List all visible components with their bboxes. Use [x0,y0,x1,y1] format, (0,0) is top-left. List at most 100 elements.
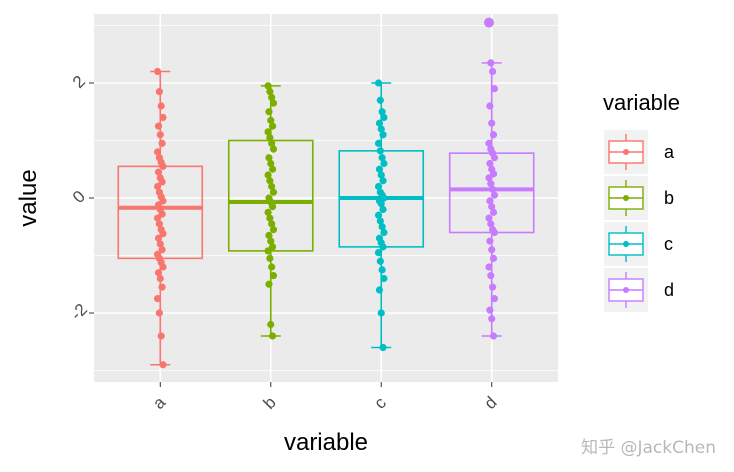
point-b [264,208,272,216]
x-axis: a b c d [149,382,501,413]
point-a [155,220,163,228]
point-c [379,343,387,352]
point-a [158,283,166,291]
point-b [269,272,278,280]
point-d [488,246,496,254]
point-b [266,88,274,96]
point-c [377,171,385,179]
point-a [157,102,165,110]
point-b [267,116,275,124]
legend-item-d: d [604,268,674,312]
point-b [266,254,274,262]
point-c [376,96,384,104]
point-b [264,247,272,255]
legend-item-b: b [604,176,674,220]
point-b [267,320,275,329]
point-d [486,237,494,245]
point-a [158,246,166,254]
point-d [490,295,499,303]
point-d [488,315,496,323]
point-b [264,128,272,136]
legend-item-a: a [604,130,675,174]
y-tick-label: 0 [69,187,89,207]
point-d [489,332,498,340]
point-b [268,263,276,271]
point-a [156,240,164,248]
point-a [159,263,167,271]
point-c [378,266,386,274]
point-d [486,306,494,314]
point-c [378,223,386,231]
point-c [378,108,386,116]
point-a [158,139,166,147]
point-d [487,220,495,228]
y-tick-label: -2 [67,300,91,324]
point-b [268,93,276,101]
point-b [269,145,278,153]
point-b [267,237,275,245]
point-c [379,243,387,251]
legend-item-c: c [604,222,673,266]
point-a [156,131,164,139]
point-c [375,119,384,127]
point-c [378,154,386,162]
point-c [375,286,384,294]
point-b [269,99,278,107]
point-d [487,180,495,188]
point-a [159,230,167,238]
point-a [153,182,162,191]
point-d [488,203,496,211]
point-d [489,208,498,216]
x-tick-label: b [260,393,280,413]
point-c [379,205,387,214]
point-b [268,332,277,340]
point-d [490,154,499,162]
point-a [154,122,163,130]
legend-label: c [664,234,673,254]
point-d [487,59,495,67]
point-b [264,82,272,90]
point-a [155,309,163,317]
point-d [485,174,493,182]
point-a [155,88,163,96]
point-b [266,214,274,222]
x-tick-label: c [370,393,390,413]
point-c [379,131,387,139]
point-d [490,191,499,199]
point-a [153,214,162,222]
point-d [485,139,493,147]
point-c [374,249,383,257]
point-b [265,231,273,239]
point-a [153,295,162,303]
point-c [376,147,384,155]
point-c [376,257,384,265]
x-axis-title: variable [284,429,368,456]
legend-key-point [623,195,629,201]
point-c [377,125,385,133]
point-a [154,168,163,176]
point-b [268,122,277,130]
point-b [266,134,274,142]
point-c [375,165,384,173]
point-d [485,263,493,271]
point-a [158,178,166,186]
point-d [486,197,494,205]
point-a [157,332,165,340]
point-b [269,226,278,234]
legend-key-point [623,241,629,247]
point-d [489,283,497,291]
legend: variable a b c d [603,90,680,312]
point-c [379,177,387,185]
point-b [268,139,276,147]
y-axis: -2 0 2 [67,72,94,324]
point-d [486,159,494,168]
point-b [265,108,273,116]
point-a [153,148,162,156]
point-d [485,214,493,222]
point-a [154,234,163,242]
point-b [268,182,276,191]
point-d [489,67,497,76]
point-d [490,228,499,237]
point-c [380,228,388,237]
legend-key-point [623,149,629,155]
